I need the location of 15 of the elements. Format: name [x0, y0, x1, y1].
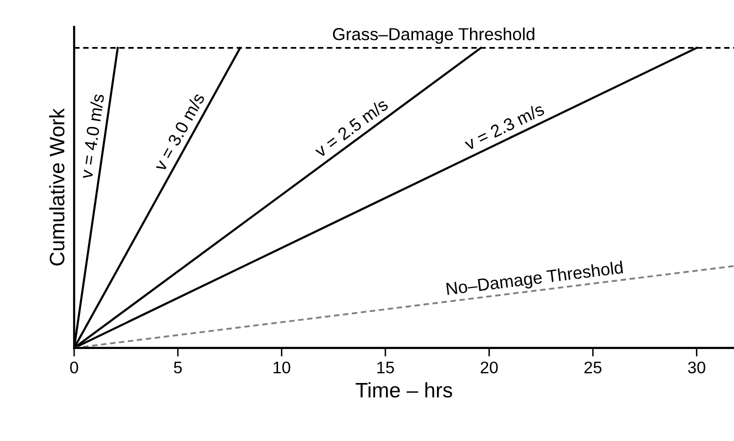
text: No–Damage Threshold: [446, 260, 624, 298]
text: v = 3.0 m/s: [152, 92, 206, 172]
x-tick-label: 30: [688, 362, 706, 374]
y-axis-title: Cumulative Work: [49, 108, 64, 266]
x-tick-label: 15: [377, 362, 394, 374]
x-tick-label: 5: [174, 362, 182, 374]
x-tick-label: 25: [584, 362, 602, 374]
text: v = 2.5 m/s: [313, 97, 389, 158]
x-tick-label: 10: [274, 362, 290, 374]
x-axis-title: Time – hrs: [356, 382, 452, 398]
text: v = 2.3 m/s: [463, 102, 545, 151]
x-tick-label: 0: [70, 362, 78, 374]
x-tick-label: 20: [480, 362, 498, 374]
text: v = 4.0 m/s: [80, 94, 104, 180]
ref-line-label: Grass–Damage Threshold: [332, 28, 534, 44]
